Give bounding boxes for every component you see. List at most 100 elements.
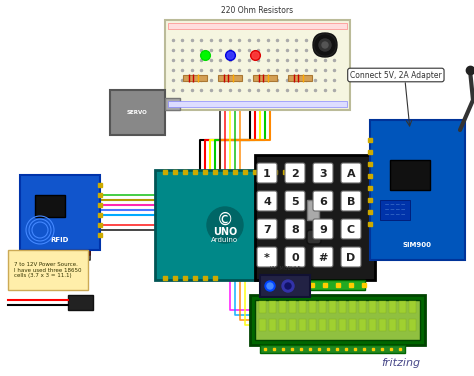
Circle shape xyxy=(207,207,243,243)
Bar xyxy=(279,319,286,331)
Bar xyxy=(260,345,405,353)
Bar xyxy=(349,301,356,313)
Text: 7: 7 xyxy=(263,225,271,235)
Bar xyxy=(309,301,316,313)
Bar xyxy=(110,90,165,135)
Text: — — — —: — — — — xyxy=(385,207,405,211)
Bar xyxy=(389,301,396,313)
Bar xyxy=(168,101,347,107)
Text: 5: 5 xyxy=(291,197,299,207)
Circle shape xyxy=(285,283,291,289)
Bar xyxy=(309,319,316,331)
Bar xyxy=(288,75,312,81)
Bar xyxy=(369,319,376,331)
Bar xyxy=(379,301,386,313)
Bar xyxy=(359,319,366,331)
Text: 1: 1 xyxy=(263,169,271,179)
Bar xyxy=(279,301,286,313)
Text: RFID: RFID xyxy=(51,237,69,243)
FancyBboxPatch shape xyxy=(285,219,305,239)
Bar xyxy=(319,319,326,331)
Bar xyxy=(255,155,375,280)
Bar xyxy=(8,250,88,290)
Bar xyxy=(359,301,366,313)
Bar xyxy=(155,170,315,280)
Bar xyxy=(339,301,346,313)
Bar xyxy=(299,301,306,313)
Circle shape xyxy=(282,280,294,292)
Text: *: * xyxy=(264,253,270,263)
Text: 2: 2 xyxy=(291,169,299,179)
Circle shape xyxy=(319,39,331,51)
FancyBboxPatch shape xyxy=(313,163,333,183)
Bar xyxy=(218,75,242,81)
Text: A: A xyxy=(346,169,356,179)
Bar xyxy=(349,319,356,331)
Text: 8: 8 xyxy=(291,225,299,235)
Text: 7 to 12V Power Source.
I have used three 18650
cells (3.7 x 3 = 11.1): 7 to 12V Power Source. I have used three… xyxy=(14,262,82,278)
FancyBboxPatch shape xyxy=(313,191,333,211)
Bar xyxy=(409,319,416,331)
Text: ©: © xyxy=(217,211,233,229)
FancyBboxPatch shape xyxy=(257,191,277,211)
Bar xyxy=(329,301,336,313)
FancyBboxPatch shape xyxy=(313,33,337,57)
Text: D: D xyxy=(346,253,356,263)
FancyBboxPatch shape xyxy=(257,247,277,267)
Text: UNO: UNO xyxy=(213,227,237,237)
Bar xyxy=(379,319,386,331)
Bar xyxy=(399,301,406,313)
Text: C: C xyxy=(347,225,355,235)
Bar xyxy=(369,301,376,313)
Text: I2C MODULE: I2C MODULE xyxy=(270,266,301,271)
Bar xyxy=(409,301,416,313)
Bar xyxy=(168,23,347,29)
Bar xyxy=(370,120,465,260)
Text: 3: 3 xyxy=(319,169,327,179)
Text: SIM900: SIM900 xyxy=(403,242,432,248)
Bar xyxy=(183,75,207,81)
Bar xyxy=(250,295,425,345)
FancyBboxPatch shape xyxy=(285,191,305,211)
Text: 0: 0 xyxy=(291,253,299,263)
Bar xyxy=(380,200,410,220)
Text: Connect 5V, 2A Adapter: Connect 5V, 2A Adapter xyxy=(350,71,442,79)
FancyBboxPatch shape xyxy=(313,247,333,267)
Text: SERVO: SERVO xyxy=(127,110,148,115)
FancyBboxPatch shape xyxy=(285,247,305,267)
Text: — — — —: — — — — xyxy=(385,212,405,216)
FancyBboxPatch shape xyxy=(313,219,333,239)
Bar xyxy=(259,319,266,331)
Text: #: # xyxy=(319,253,328,263)
FancyBboxPatch shape xyxy=(285,163,305,183)
Bar xyxy=(289,319,296,331)
Bar xyxy=(165,20,350,110)
Circle shape xyxy=(315,35,335,55)
Circle shape xyxy=(322,42,328,48)
Text: 220 Ohm Resistors: 220 Ohm Resistors xyxy=(221,6,293,15)
Bar xyxy=(269,319,276,331)
Bar xyxy=(255,300,420,340)
Circle shape xyxy=(265,281,275,291)
Text: 9: 9 xyxy=(319,225,327,235)
Bar xyxy=(68,295,93,310)
Bar xyxy=(389,319,396,331)
Bar xyxy=(399,319,406,331)
Bar xyxy=(307,200,319,220)
Bar xyxy=(165,98,180,110)
Bar xyxy=(299,319,306,331)
FancyBboxPatch shape xyxy=(341,247,361,267)
Bar xyxy=(265,280,365,290)
Bar xyxy=(259,301,266,313)
Bar xyxy=(269,301,276,313)
Text: 4: 4 xyxy=(263,197,271,207)
Bar xyxy=(20,175,100,250)
Text: Arduino: Arduino xyxy=(211,237,238,243)
Bar xyxy=(319,301,326,313)
Text: — — — —: — — — — xyxy=(385,202,405,206)
FancyBboxPatch shape xyxy=(341,219,361,239)
Bar xyxy=(260,275,310,297)
Bar xyxy=(35,195,65,217)
FancyBboxPatch shape xyxy=(341,191,361,211)
FancyBboxPatch shape xyxy=(341,163,361,183)
